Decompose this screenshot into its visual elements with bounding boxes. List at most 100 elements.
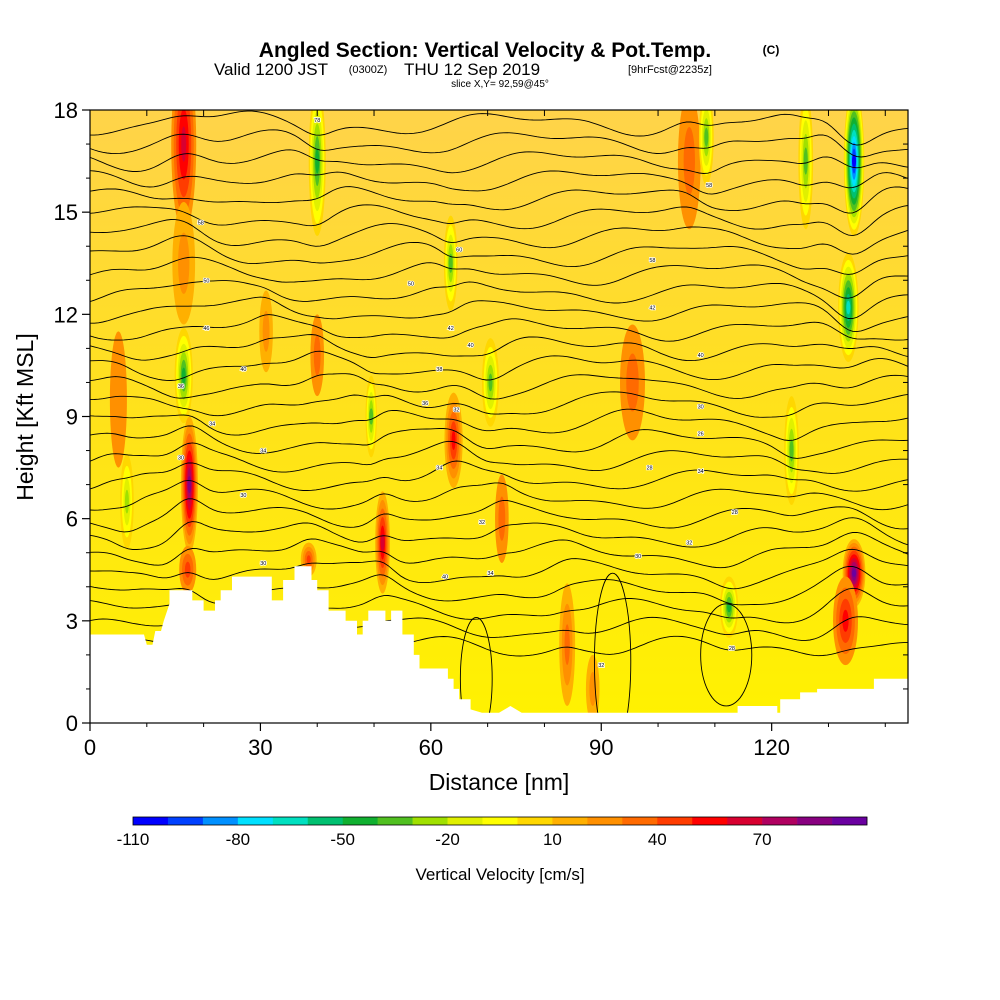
- theta-contour-line: [90, 149, 908, 174]
- velocity-cell-band: [181, 367, 186, 384]
- valid-z: (0300Z): [349, 64, 388, 76]
- velocity-cell: [171, 110, 197, 233]
- colorbar-swatch: [133, 817, 169, 825]
- colorbar-swatch: [377, 817, 413, 825]
- colorbar-tick-label: 40: [648, 830, 667, 849]
- y-tick-label: 0: [66, 711, 78, 736]
- velocity-cell: [300, 542, 317, 577]
- contour-label: 36: [422, 401, 428, 407]
- theta-contour-line: [90, 219, 908, 255]
- contour-label: 36: [178, 384, 184, 390]
- slice-label: slice X,Y= 92,59@45°: [451, 79, 549, 90]
- x-tick-label: 120: [753, 735, 790, 760]
- contour-label: 30: [698, 404, 704, 410]
- title-block: Angled Section: Vertical Velocity & Pot.…: [214, 39, 779, 90]
- velocity-cell-band: [315, 148, 320, 174]
- x-tick-label: 30: [248, 735, 272, 760]
- contour-label: 60: [456, 248, 462, 254]
- velocity-cell: [838, 253, 859, 363]
- contour-label: 50: [408, 282, 414, 288]
- contour-label: 40: [240, 367, 246, 373]
- colorbar-swatch: [797, 817, 833, 825]
- colorbar-swatch: [447, 817, 483, 825]
- contour-label: 58: [198, 220, 204, 226]
- colorbar-swatch: [692, 817, 728, 825]
- theta-contour-line: [90, 548, 908, 590]
- velocity-cell-band: [369, 408, 374, 425]
- theta-contour-line: [90, 425, 908, 459]
- plot-area: 78 58 60 58 58 50 50 46 42 42 40 40 40 38 36 36 32 30 34 26…: [89, 109, 909, 724]
- velocity-cell: [443, 215, 458, 311]
- colorbar-tick-labels: -110 -80 -50 -20 10 40 70: [117, 830, 772, 849]
- velocity-cell: [444, 392, 463, 489]
- theta-contour-line: [90, 334, 908, 362]
- velocity-cell-band: [846, 300, 851, 315]
- velocity-cell-band: [184, 561, 191, 578]
- theta-contours: [90, 110, 908, 723]
- x-tick-label: 60: [419, 735, 443, 760]
- velocity-cell: [784, 396, 799, 506]
- velocity-cell: [179, 545, 197, 594]
- theta-contour-line: [90, 460, 908, 492]
- velocity-cell-band: [498, 496, 506, 541]
- contour-label: 46: [203, 326, 209, 332]
- theta-contour-line: [90, 296, 908, 333]
- x-axis-title: Distance [nm]: [429, 769, 570, 795]
- y-axis-title: Height [Kft MSL]: [12, 333, 38, 500]
- contour-label: 30: [635, 554, 641, 560]
- velocity-cell: [259, 290, 273, 373]
- theta-contour-line: [90, 517, 908, 550]
- velocity-cell-band: [313, 334, 321, 376]
- theta-contour-loop: [593, 572, 632, 723]
- contour-labels: 78 58 60 58 58 50 50 46 42 42 40 40 40 38 36 36 32 30 34 26…: [177, 117, 739, 669]
- contour-label: 32: [686, 541, 692, 547]
- colorbar-swatch: [832, 817, 868, 825]
- theta-contour-line: [90, 531, 908, 569]
- theta-contour-line: [90, 170, 908, 195]
- theta-contour-line: [90, 186, 908, 214]
- contour-label: 34: [260, 449, 266, 455]
- forecast-label: [9hrFcst@2235z]: [628, 64, 712, 76]
- theta-contour-line: [90, 408, 908, 441]
- velocity-cell-band: [683, 127, 695, 196]
- velocity-cell-band: [262, 310, 270, 352]
- valid-prefix: Valid 1200 JST: [214, 60, 328, 79]
- colorbar-tick-label: -50: [330, 830, 355, 849]
- contour-label: 28: [732, 510, 738, 516]
- colorbar-swatch: [167, 817, 204, 825]
- theta-contour-line: [90, 479, 908, 511]
- velocity-cell: [843, 110, 865, 236]
- contour-label: 34: [698, 469, 704, 475]
- contour-label: 32: [479, 520, 485, 526]
- colorbar-swatch: [552, 817, 588, 825]
- contour-label: 30: [260, 561, 266, 567]
- velocity-cell-band: [178, 232, 190, 294]
- y-tick-label: 15: [54, 200, 78, 225]
- velocity-cell-band: [852, 569, 857, 577]
- colorbar-tick-label: -20: [435, 830, 460, 849]
- velocity-cell: [495, 474, 509, 563]
- theta-contour-line: [90, 280, 908, 319]
- velocity-cell: [619, 324, 645, 441]
- theta-contour-line: [90, 110, 908, 146]
- contour-label: 58: [649, 258, 655, 264]
- colorbar-swatch: [587, 817, 623, 825]
- contour-label: 78: [314, 118, 320, 124]
- colorbar-swatch: [237, 817, 274, 825]
- y-tick-label: 12: [54, 302, 78, 327]
- velocity-cell-band: [564, 624, 570, 666]
- valid-date: THU 12 Sep 2019: [404, 60, 540, 79]
- theta-contour-line: [90, 373, 908, 400]
- velocity-cell: [172, 201, 196, 325]
- contour-label: 50: [203, 278, 209, 284]
- contour-label: 38: [436, 367, 442, 373]
- velocity-cell: [559, 583, 576, 706]
- velocity-cell: [375, 491, 390, 594]
- contour-label: 26: [698, 432, 704, 438]
- contour-label: 34: [436, 466, 442, 472]
- velocity-cell-band: [488, 373, 493, 392]
- y-tick-label: 18: [54, 98, 78, 123]
- velocity-cell: [698, 110, 714, 185]
- colorbar-tick-label: -80: [226, 830, 251, 849]
